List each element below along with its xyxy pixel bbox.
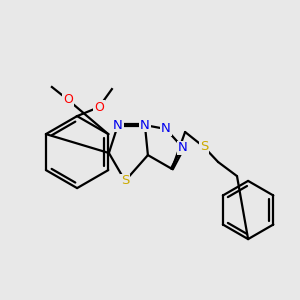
Text: O: O: [94, 100, 104, 114]
Text: S: S: [121, 174, 129, 188]
Text: S: S: [200, 140, 208, 154]
Text: N: N: [113, 118, 123, 132]
Text: N: N: [178, 141, 188, 154]
Text: O: O: [63, 93, 73, 106]
Text: N: N: [161, 122, 171, 136]
Text: N: N: [140, 118, 150, 132]
